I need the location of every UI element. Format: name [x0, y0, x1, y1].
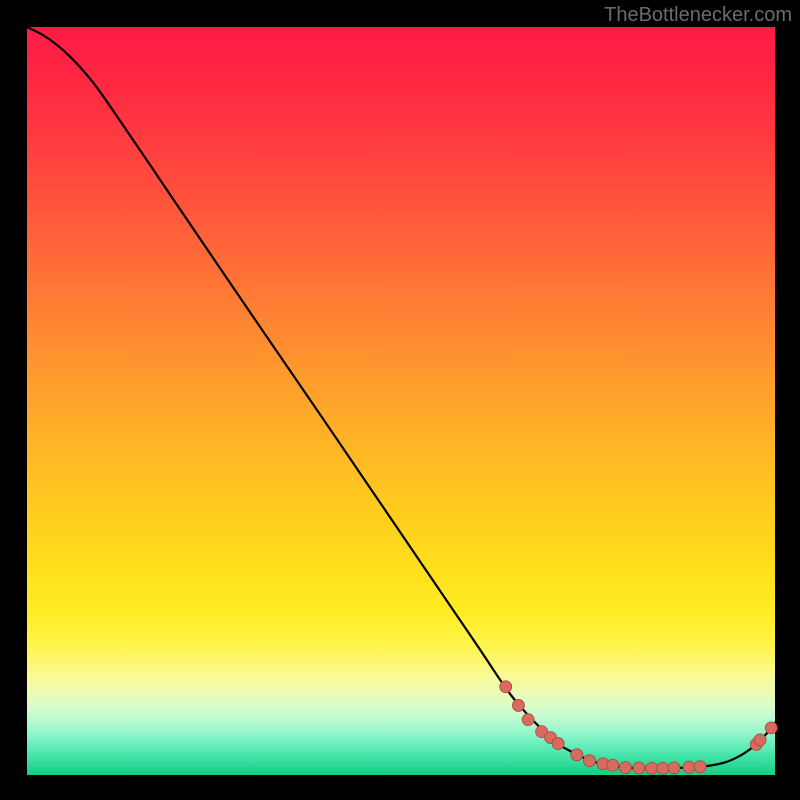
bottleneck-chart-svg	[0, 0, 800, 800]
gpu-marker	[552, 738, 564, 750]
gpu-marker	[500, 681, 512, 693]
chart-container: TheBottlenecker.com	[0, 0, 800, 800]
watermark-text: TheBottlenecker.com	[604, 4, 792, 27]
heat-gradient-background	[27, 27, 775, 775]
gpu-marker	[571, 749, 583, 761]
gpu-marker	[633, 762, 645, 774]
gpu-marker	[657, 762, 669, 774]
gpu-marker	[522, 714, 534, 726]
gpu-marker	[668, 762, 680, 774]
gpu-marker	[754, 734, 766, 746]
gpu-marker	[512, 699, 524, 711]
gpu-marker	[583, 755, 595, 767]
gpu-marker	[619, 762, 631, 774]
gpu-marker	[607, 759, 619, 771]
gpu-marker	[646, 762, 658, 774]
gpu-marker	[765, 722, 777, 734]
gpu-marker	[694, 761, 706, 773]
gpu-marker	[683, 761, 695, 773]
